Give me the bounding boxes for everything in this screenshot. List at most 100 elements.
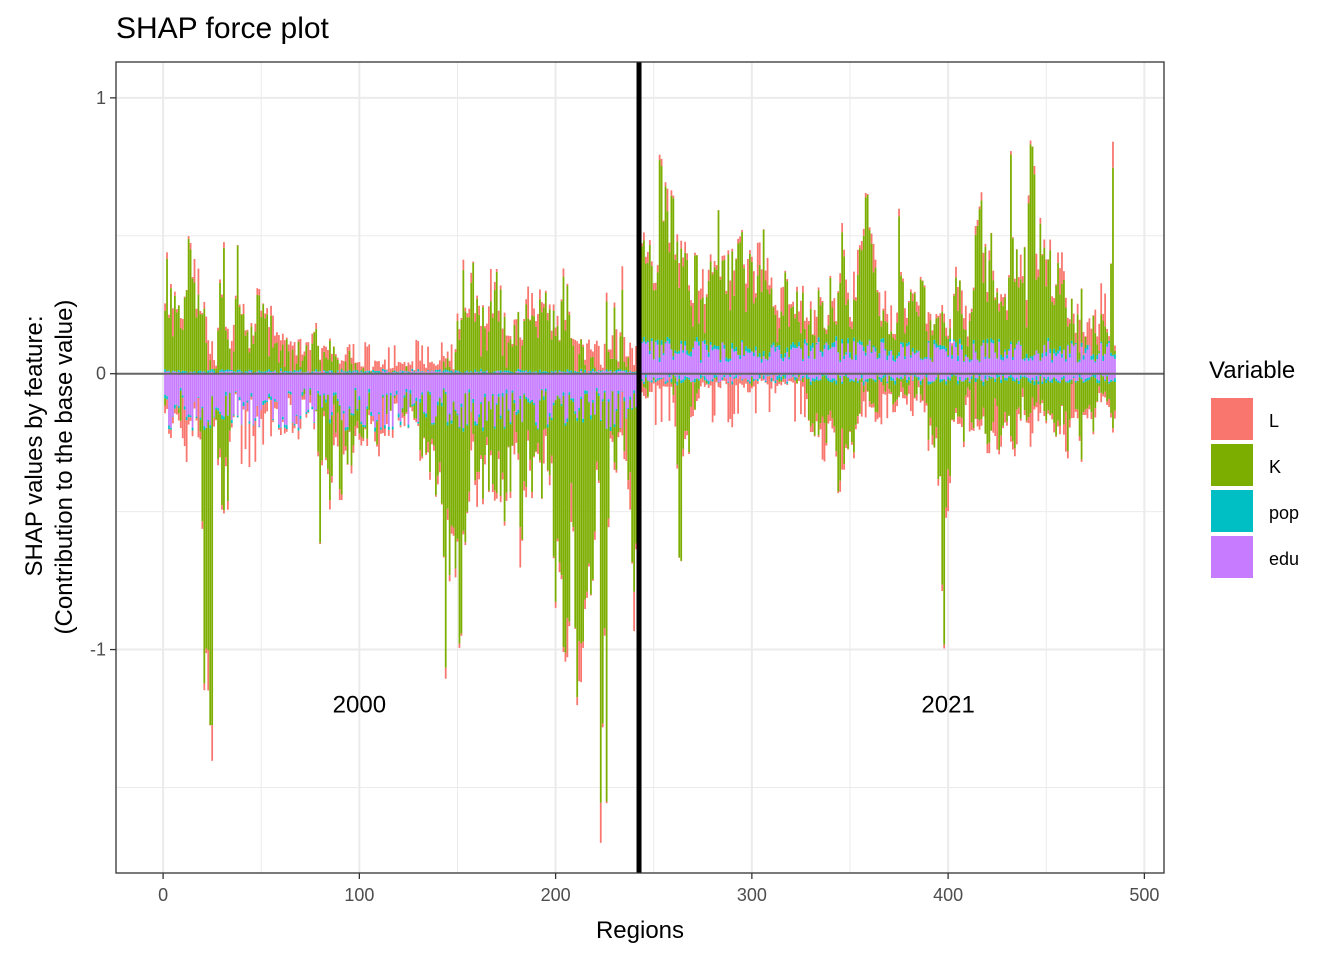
bar-segment-pop — [786, 347, 789, 353]
bar-segment-pop — [825, 375, 828, 379]
bar-segment-edu — [185, 373, 188, 417]
bar-segment-pop — [1015, 377, 1018, 380]
legend-label-edu: edu — [1269, 549, 1299, 569]
bar-segment-k — [688, 379, 690, 453]
bar-segment-edu — [456, 373, 459, 414]
bar-segment-k — [837, 374, 840, 492]
bar-segment-pop — [802, 359, 804, 362]
bar-segment-k — [285, 339, 288, 372]
bar-segment-edu — [990, 373, 993, 377]
bar-segment-pop — [1086, 377, 1089, 381]
bar-segment-pop — [407, 371, 410, 374]
bar-segment-l — [225, 457, 227, 467]
bar-segment-l — [1010, 436, 1012, 442]
bar-segment-edu — [929, 373, 932, 382]
x-tick-label: 500 — [1129, 885, 1159, 905]
bar-segment-edu — [317, 373, 320, 392]
bar-segment-l — [645, 256, 647, 264]
bar-segment-k — [835, 324, 838, 337]
bar-segment-pop — [201, 406, 204, 409]
bar-segment-edu — [488, 373, 490, 402]
bar-segment-edu — [717, 373, 720, 382]
bar-segment-l — [1072, 378, 1075, 418]
bar-segment-k — [525, 304, 528, 371]
bar-segment-k — [690, 382, 692, 408]
bar-segment-k — [1035, 279, 1038, 351]
bar-segment-k — [287, 351, 290, 372]
bar-segment-edu — [564, 373, 567, 424]
bar-segment-edu — [970, 373, 973, 377]
bar-segment-pop — [592, 368, 594, 372]
bar-segment-k — [297, 341, 300, 371]
bar-segment-pop — [374, 371, 376, 373]
bar-segment-k — [1002, 305, 1004, 358]
bar-segment-pop — [546, 424, 549, 428]
bar-segment-pop — [880, 378, 883, 383]
bar-segment-l — [303, 394, 306, 400]
bar-segment-k — [199, 419, 202, 432]
bar-segment-edu — [955, 347, 957, 374]
bar-segment-l — [586, 343, 588, 374]
bar-segment-l — [597, 480, 600, 483]
bar-segment-k — [874, 382, 877, 412]
bar-segment-l — [835, 321, 838, 325]
bar-segment-edu — [741, 373, 743, 380]
bar-segment-pop — [1057, 350, 1059, 354]
bar-segment-edu — [601, 373, 604, 400]
bar-segment-l — [336, 412, 339, 447]
bar-segment-edu — [907, 373, 910, 377]
bar-segment-edu — [933, 344, 936, 374]
bar-segment-k — [994, 299, 997, 353]
bar-segment-k — [225, 330, 227, 370]
bar-segment-l — [189, 417, 192, 421]
bar-segment-pop — [376, 371, 378, 373]
bar-segment-k — [1043, 378, 1046, 412]
bar-segment-pop — [843, 355, 845, 360]
bar-segment-l — [576, 341, 579, 372]
legend-key-k — [1211, 444, 1253, 486]
bar-segment-pop — [962, 361, 965, 363]
bar-segment-l — [864, 192, 867, 198]
bar-segment-pop — [493, 426, 496, 429]
bar-segment-pop — [368, 370, 371, 374]
bar-segment-k — [1106, 376, 1108, 402]
bar-segment-pop — [376, 419, 378, 422]
bar-segment-l — [334, 432, 337, 438]
bar-segment-l — [262, 405, 265, 445]
bar-segment-k — [568, 394, 571, 622]
bar-segment-k — [503, 316, 506, 371]
bar-segment-k — [813, 381, 816, 436]
bar-segment-k — [847, 299, 849, 339]
bar-segment-k — [699, 378, 702, 380]
bar-segment-pop — [1112, 380, 1114, 382]
bar-segment-l — [448, 360, 451, 368]
bar-segment-pop — [1104, 379, 1107, 382]
bar-segment-l — [289, 341, 292, 372]
bar-segment-edu — [786, 352, 789, 374]
bar-segment-pop — [835, 380, 838, 385]
bar-segment-l — [211, 725, 214, 761]
bar-segment-edu — [389, 373, 392, 393]
bar-segment-pop — [692, 380, 694, 382]
bar-segment-k — [1059, 383, 1061, 426]
bar-segment-l — [401, 363, 404, 371]
bar-segment-l — [880, 320, 883, 327]
bar-segment-edu — [228, 371, 231, 374]
bar-segment-k — [697, 323, 700, 342]
bar-segment-l — [584, 599, 586, 609]
bar-segment-l — [1017, 407, 1020, 415]
bar-segment-edu — [813, 373, 816, 379]
bar-segment-edu — [896, 358, 898, 374]
period-label-2000: 2000 — [333, 692, 386, 719]
bar-segment-edu — [776, 347, 779, 374]
bar-segment-k — [1082, 354, 1085, 356]
bar-segment-l — [242, 303, 245, 315]
bar-segment-k — [582, 422, 584, 642]
bar-segment-k — [906, 325, 908, 344]
bar-segment-k — [234, 392, 237, 394]
bar-segment-k — [658, 160, 661, 358]
bar-segment-edu — [503, 373, 506, 427]
bar-segment-k — [238, 306, 241, 370]
bar-segment-l — [387, 429, 390, 436]
bar-segment-pop — [170, 427, 172, 430]
